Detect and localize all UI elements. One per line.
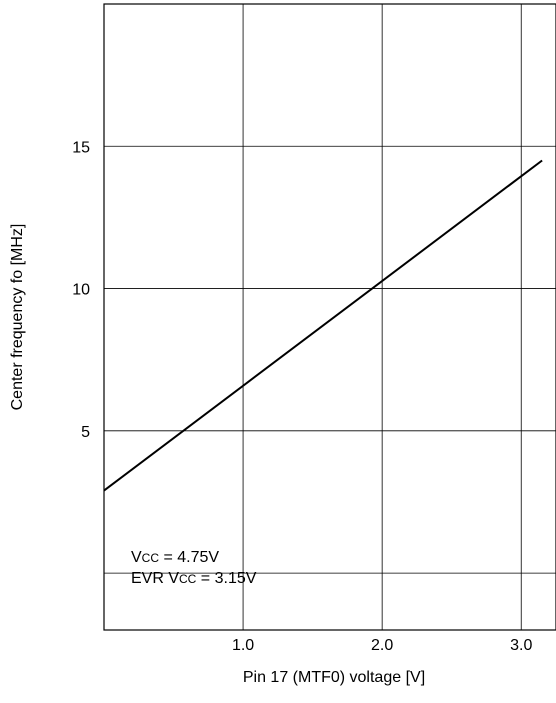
grid-layer xyxy=(104,4,556,630)
annotation-text: EVR VCC = 3.15V xyxy=(131,570,257,587)
x-tick-labels: 1.0 2.0 3.0 xyxy=(232,637,532,654)
annotations: VCC = 4.75V EVR VCC = 3.15V xyxy=(131,549,257,587)
series-line xyxy=(103,159,543,492)
y-tick-labels: 5 10 15 xyxy=(72,139,90,441)
series-layer xyxy=(103,159,543,492)
y-tick-label: 10 xyxy=(72,282,90,299)
x-tick-label: 3.0 xyxy=(510,637,532,654)
x-tick-label: 1.0 xyxy=(232,637,254,654)
plot-frame xyxy=(103,3,556,631)
y-axis-label: Center frequency fo [MHz] xyxy=(9,224,26,411)
y-tick-label: 5 xyxy=(81,424,90,441)
x-axis-label: Pin 17 (MTF0) voltage [V] xyxy=(243,669,425,686)
annotation-text: VCC = 4.75V xyxy=(131,549,219,566)
y-tick-label: 15 xyxy=(72,139,90,156)
x-tick-label: 2.0 xyxy=(371,637,393,654)
